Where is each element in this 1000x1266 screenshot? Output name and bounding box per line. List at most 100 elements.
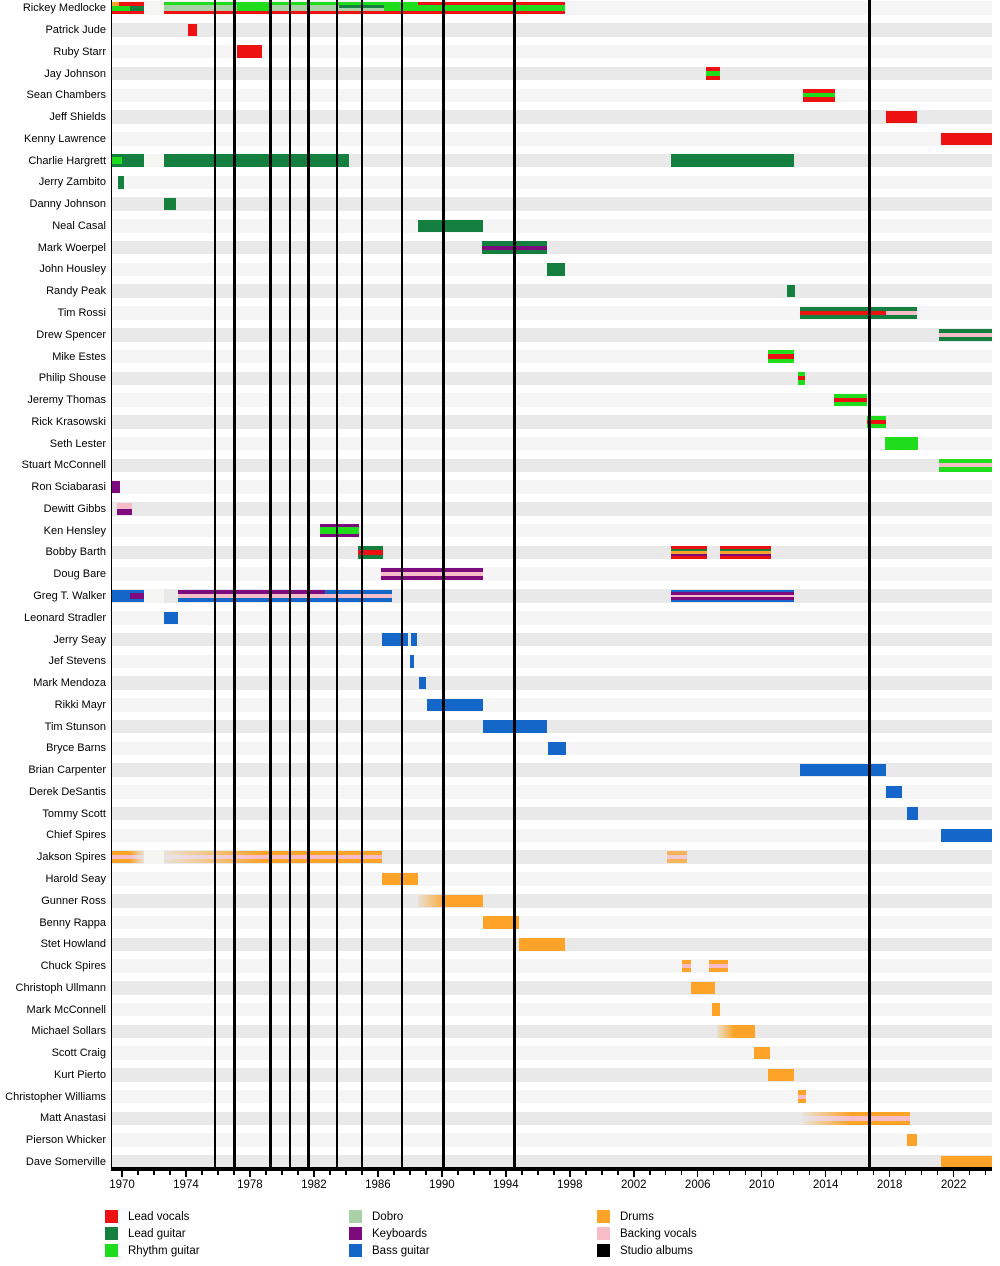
role-stripe-bg bbox=[800, 763, 886, 777]
role-stripe-lv bbox=[720, 546, 772, 549]
member-bar bbox=[800, 306, 886, 320]
axis-minor-tick bbox=[856, 1170, 859, 1175]
member-label: Jerry Zambito bbox=[38, 176, 106, 189]
member-row-band bbox=[112, 393, 992, 407]
role-stripe-lv bbox=[417, 1, 565, 5]
axis-minor-tick bbox=[521, 1170, 523, 1175]
legend-swatch-kb bbox=[349, 1227, 362, 1240]
member-bar bbox=[803, 1112, 910, 1125]
member-row-band bbox=[112, 66, 992, 81]
member-row-band bbox=[112, 698, 992, 712]
role-stripe-kb bbox=[381, 576, 484, 581]
member-bar bbox=[409, 655, 414, 668]
member-row-band bbox=[112, 545, 992, 560]
role-stripe-kb bbox=[381, 567, 484, 573]
role-stripe-bg bbox=[670, 589, 794, 593]
album-release-line bbox=[513, 0, 516, 1171]
role-stripe-lv bbox=[800, 310, 886, 316]
axis-minor-tick bbox=[265, 1170, 267, 1175]
axis-minor-tick bbox=[664, 1170, 667, 1175]
legend-swatch-bv bbox=[597, 1227, 610, 1240]
role-stripe-bg bbox=[381, 633, 409, 646]
role-stripe-lg bbox=[121, 154, 144, 167]
member-bar bbox=[163, 850, 382, 864]
role-stripe-bg bbox=[163, 611, 178, 624]
axis-minor-tick bbox=[473, 1170, 475, 1175]
role-stripe-lg bbox=[939, 328, 992, 333]
axis-major-tick bbox=[888, 1170, 891, 1177]
member-bar bbox=[381, 872, 418, 886]
axis-year-label: 1998 bbox=[556, 1178, 583, 1191]
role-stripe-dr bbox=[670, 551, 708, 554]
axis-minor-tick bbox=[489, 1170, 491, 1175]
axis-year-label: 1994 bbox=[493, 1178, 519, 1191]
axis-major-tick bbox=[249, 1170, 251, 1177]
axis-minor-tick bbox=[792, 1170, 795, 1175]
member-row-band bbox=[112, 676, 992, 690]
axis-major-tick bbox=[441, 1170, 443, 1177]
role-stripe-bv bbox=[885, 310, 917, 316]
role-stripe-lv bbox=[129, 10, 144, 15]
role-stripe-bv bbox=[708, 964, 729, 969]
role-stripe-kb bbox=[129, 592, 144, 600]
axis-minor-tick bbox=[617, 1170, 619, 1175]
axis-minor-tick bbox=[345, 1170, 347, 1175]
member-label: Pierson Whicker bbox=[25, 1134, 106, 1147]
role-stripe-lv bbox=[237, 10, 270, 15]
axis-minor-tick bbox=[425, 1170, 427, 1175]
member-bar bbox=[163, 1, 238, 15]
role-stripe-bv bbox=[163, 855, 382, 860]
member-bar bbox=[112, 1, 119, 15]
role-stripe-dr bbox=[163, 850, 382, 856]
axis-minor-tick bbox=[840, 1170, 843, 1175]
role-stripe-rg bbox=[112, 157, 122, 164]
role-stripe-dr bbox=[720, 551, 772, 554]
role-stripe-bg bbox=[177, 598, 326, 603]
member-bar bbox=[939, 328, 992, 341]
member-bar bbox=[798, 1090, 807, 1103]
member-bar bbox=[833, 393, 868, 407]
role-stripe-lg bbox=[670, 154, 794, 167]
member-row-band bbox=[112, 88, 992, 103]
role-stripe-rg bbox=[269, 1, 340, 5]
member-row-band bbox=[112, 959, 992, 973]
axis-minor-tick bbox=[680, 1170, 683, 1175]
member-label: Seth Lester bbox=[49, 437, 106, 450]
role-stripe-lg bbox=[939, 336, 992, 341]
axis-minor-tick bbox=[553, 1170, 555, 1175]
role-stripe-dr bbox=[112, 850, 145, 856]
member-label: Neal Casal bbox=[52, 219, 106, 232]
role-stripe-lv bbox=[705, 75, 721, 80]
role-stripe-dr bbox=[798, 1090, 807, 1095]
role-stripe-rg bbox=[833, 402, 868, 407]
album-release-line bbox=[288, 0, 292, 1171]
role-stripe-dr bbox=[681, 959, 692, 964]
role-stripe-lv bbox=[867, 419, 887, 424]
axis-major-tick bbox=[185, 1170, 187, 1177]
member-bar bbox=[163, 197, 177, 211]
member-row-band bbox=[112, 23, 992, 37]
member-bar bbox=[381, 633, 409, 646]
member-bar bbox=[768, 350, 794, 363]
legend-swatch-lg bbox=[105, 1227, 118, 1240]
member-row-band bbox=[112, 1155, 992, 1169]
member-bar bbox=[269, 1, 340, 15]
member-bar bbox=[483, 916, 519, 929]
role-stripe-lg bbox=[417, 219, 484, 233]
member-label: Brian Carpenter bbox=[28, 764, 106, 777]
member-label: Stuart McConnell bbox=[21, 459, 106, 472]
member-bar bbox=[708, 959, 729, 973]
x-axis-line bbox=[110, 1167, 992, 1171]
member-bar bbox=[427, 698, 484, 712]
member-bar bbox=[320, 524, 359, 537]
role-stripe-db bbox=[269, 4, 340, 11]
role-stripe-rg bbox=[237, 4, 270, 11]
member-bar bbox=[237, 45, 262, 58]
role-stripe-rg bbox=[867, 415, 887, 420]
member-label: Chief Spires bbox=[46, 829, 106, 842]
axis-minor-tick bbox=[393, 1170, 395, 1175]
role-stripe-lg bbox=[720, 548, 772, 552]
role-stripe-rg bbox=[237, 1, 270, 5]
member-bar bbox=[798, 372, 805, 385]
axis-year-label: 1974 bbox=[173, 1178, 199, 1191]
